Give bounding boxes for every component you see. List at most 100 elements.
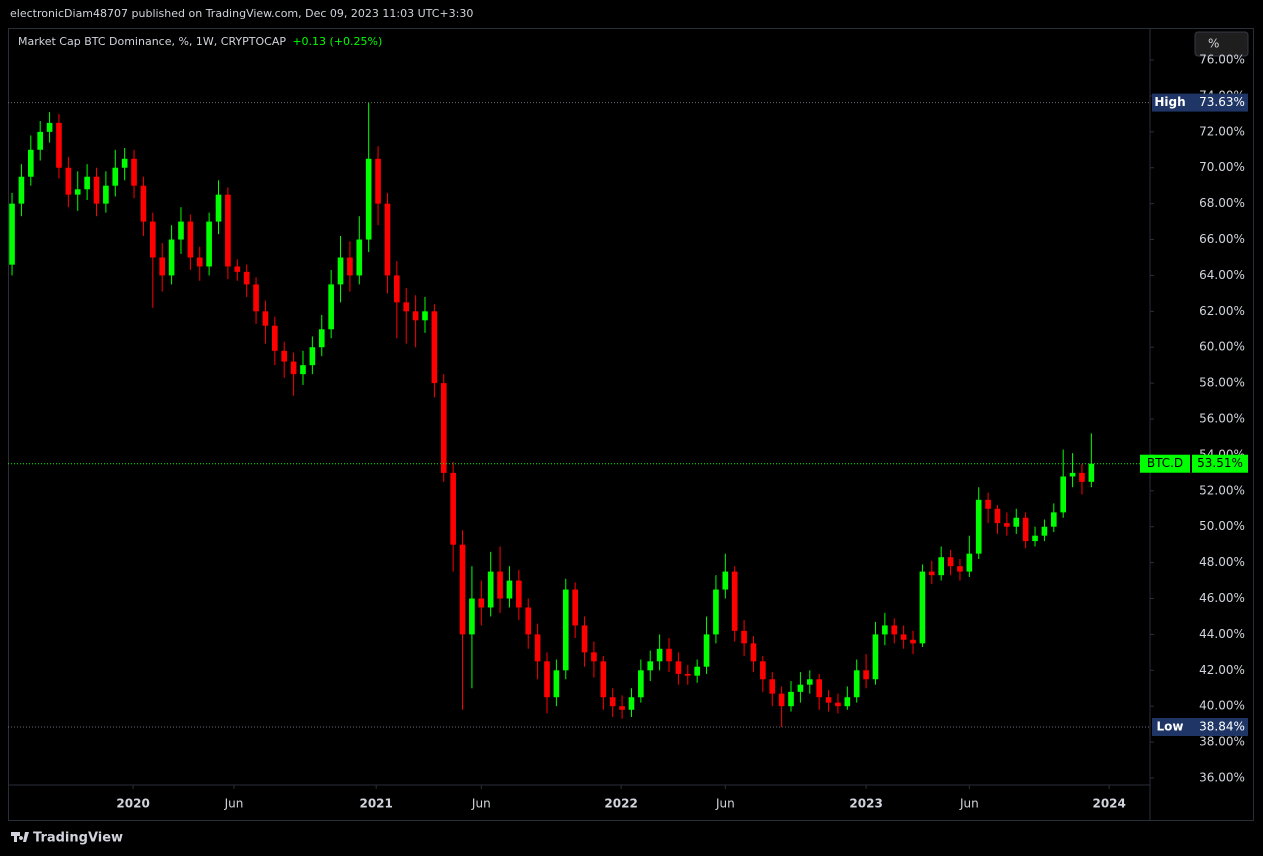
marker-name: Low <box>1157 720 1184 734</box>
change-label: +0.13 (+0.25%) <box>292 35 382 48</box>
candle-body <box>572 589 578 626</box>
candle-body <box>525 607 532 635</box>
y-tick-label: 68.00% <box>1199 196 1245 210</box>
x-tick-label: 2022 <box>604 797 637 811</box>
candle-body <box>713 589 719 635</box>
candle-body <box>65 167 72 195</box>
candle-body <box>506 580 513 599</box>
candle-body <box>103 185 109 204</box>
candle-body <box>938 557 944 576</box>
y-tick-label: 52.00% <box>1199 483 1245 497</box>
last-name-tag <box>1140 454 1190 473</box>
candle-body <box>215 194 222 222</box>
candle-body <box>347 257 353 276</box>
candle-body <box>741 630 747 644</box>
last-value: 53.51% <box>1197 456 1243 470</box>
unit-button-label[interactable]: % <box>1208 37 1219 51</box>
candle-body <box>1088 463 1095 482</box>
y-tick-label: 76.00% <box>1199 53 1245 67</box>
candle-body <box>37 131 44 150</box>
publisher-line: electronicDiam48707 published on Trading… <box>10 7 473 20</box>
y-tick-label: 44.00% <box>1199 627 1245 641</box>
marker-tag <box>1152 93 1248 112</box>
candle-body <box>1032 535 1038 542</box>
marker-tag <box>1152 718 1248 737</box>
candle-body <box>516 580 522 608</box>
candle-body <box>760 661 766 680</box>
candle-body <box>365 158 372 240</box>
y-tick-label: 38.00% <box>1199 735 1245 749</box>
candle-body <box>440 383 447 473</box>
candle-body <box>553 670 560 698</box>
candle-body <box>225 194 231 267</box>
x-tick-label: Jun <box>959 797 979 811</box>
candle-body <box>318 329 325 348</box>
candle-body <box>835 702 841 707</box>
candle-body <box>591 652 597 662</box>
marker-value: 38.84% <box>1199 720 1245 734</box>
candle-body <box>478 598 485 608</box>
candle-body <box>18 176 25 204</box>
candle-body <box>27 149 34 177</box>
candle-body <box>422 311 428 321</box>
candle-body <box>910 639 916 644</box>
y-tick-label: 46.00% <box>1199 591 1245 605</box>
candle-body <box>825 697 832 703</box>
candle-body <box>928 571 935 576</box>
last-name: BTC.D <box>1147 456 1183 470</box>
candle-body <box>187 221 194 258</box>
candle-body <box>1079 472 1085 482</box>
footer-brand: TradingView <box>33 831 123 846</box>
candle-body <box>131 158 137 186</box>
candle-body <box>459 544 466 635</box>
candle-body <box>797 684 804 692</box>
x-tick-label: 2024 <box>1092 797 1125 811</box>
candle-body <box>337 257 344 285</box>
candle-body <box>450 472 456 545</box>
candle-body <box>356 239 363 276</box>
candle-body <box>469 598 475 635</box>
y-tick-label: 40.00% <box>1199 699 1245 713</box>
y-tick-label: 66.00% <box>1199 232 1245 246</box>
candle-body <box>243 271 250 285</box>
x-tick-label: 2023 <box>849 797 882 811</box>
marker-value: 73.63% <box>1199 95 1245 109</box>
candle-body <box>853 670 860 698</box>
candle-body <box>872 634 879 680</box>
plot-area <box>9 102 1095 728</box>
candle-body <box>985 499 991 509</box>
candle-body <box>806 679 813 685</box>
candle-body <box>497 571 503 599</box>
candle-body <box>328 284 334 330</box>
candle-body <box>534 634 541 662</box>
candle-body <box>56 122 62 168</box>
candle-body <box>431 311 438 384</box>
candle-body <box>1022 517 1029 542</box>
candle-body <box>74 189 81 195</box>
candle-body <box>638 670 644 698</box>
candle-body <box>684 673 691 676</box>
tradingview-logo <box>11 832 29 842</box>
candle-body <box>966 553 973 572</box>
candle-body <box>581 625 588 653</box>
candle-body <box>722 571 729 590</box>
y-tick-label: 64.00% <box>1199 268 1245 282</box>
candle-body <box>234 266 241 272</box>
candle-body <box>206 221 212 267</box>
candle-body <box>196 257 203 267</box>
candle-body <box>375 158 381 204</box>
candle-body <box>750 643 757 662</box>
candle-body <box>863 670 869 680</box>
y-tick-label: 72.00% <box>1199 124 1245 138</box>
y-tick-label: 50.00% <box>1199 519 1245 533</box>
candle-body <box>844 697 851 707</box>
y-tick-label: 62.00% <box>1199 304 1245 318</box>
candle-body <box>957 566 963 572</box>
candle-body <box>253 284 259 312</box>
unit-button[interactable] <box>1194 31 1249 57</box>
candle-body <box>656 648 663 662</box>
candle-body <box>600 661 607 698</box>
y-tick-label: 58.00% <box>1199 376 1245 390</box>
candle-body <box>1069 472 1076 477</box>
